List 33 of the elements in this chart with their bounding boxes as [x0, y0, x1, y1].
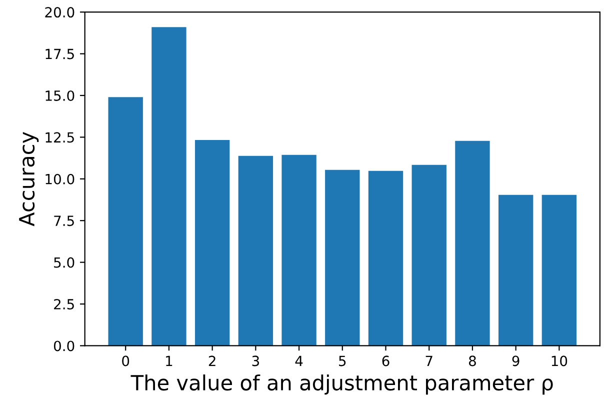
y-tick-label: 15.0: [46, 90, 74, 101]
x-tick-label: 3: [252, 356, 259, 366]
bar: [238, 156, 274, 346]
x-tick-label: 6: [382, 356, 390, 366]
x-axis-title: The value of an adjustment parameter ρ: [130, 374, 553, 395]
x-tick-label: 4: [295, 356, 303, 366]
y-tick-label: 10.0: [46, 174, 74, 184]
x-tick-label: 0: [122, 356, 130, 366]
bar: [498, 194, 534, 346]
y-tick-label: 20.0: [45, 7, 74, 18]
bar: [455, 140, 490, 346]
x-tick-label: 7: [426, 356, 432, 366]
y-tick-label: 17.5: [46, 48, 74, 60]
bar: [108, 97, 143, 346]
y-tick-label: 0.0: [54, 340, 74, 352]
bar: [194, 140, 230, 346]
y-axis-title: Accuracy: [19, 132, 39, 226]
bar: [325, 170, 360, 346]
bar: [152, 27, 186, 346]
y-tick-label: 7.5: [54, 216, 74, 226]
y-tick-label: 12.5: [46, 132, 74, 143]
bar: [368, 170, 404, 346]
x-tick-label: 2: [208, 356, 216, 366]
bar: [412, 164, 446, 346]
bar: [282, 154, 316, 346]
x-tick-label: 10: [552, 356, 568, 366]
x-tick-label: 9: [512, 356, 520, 366]
x-tick-label: 1: [166, 356, 172, 366]
bar: [542, 194, 577, 346]
x-tick-label: 8: [468, 356, 476, 366]
y-tick-label: 2.5: [54, 298, 74, 310]
y-tick-label: 5.0: [54, 257, 74, 268]
x-tick-label: 5: [339, 356, 346, 366]
